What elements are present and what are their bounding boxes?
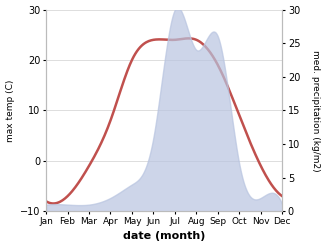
X-axis label: date (month): date (month) xyxy=(123,231,205,242)
Y-axis label: med. precipitation (kg/m2): med. precipitation (kg/m2) xyxy=(311,50,320,171)
Y-axis label: max temp (C): max temp (C) xyxy=(6,79,15,142)
